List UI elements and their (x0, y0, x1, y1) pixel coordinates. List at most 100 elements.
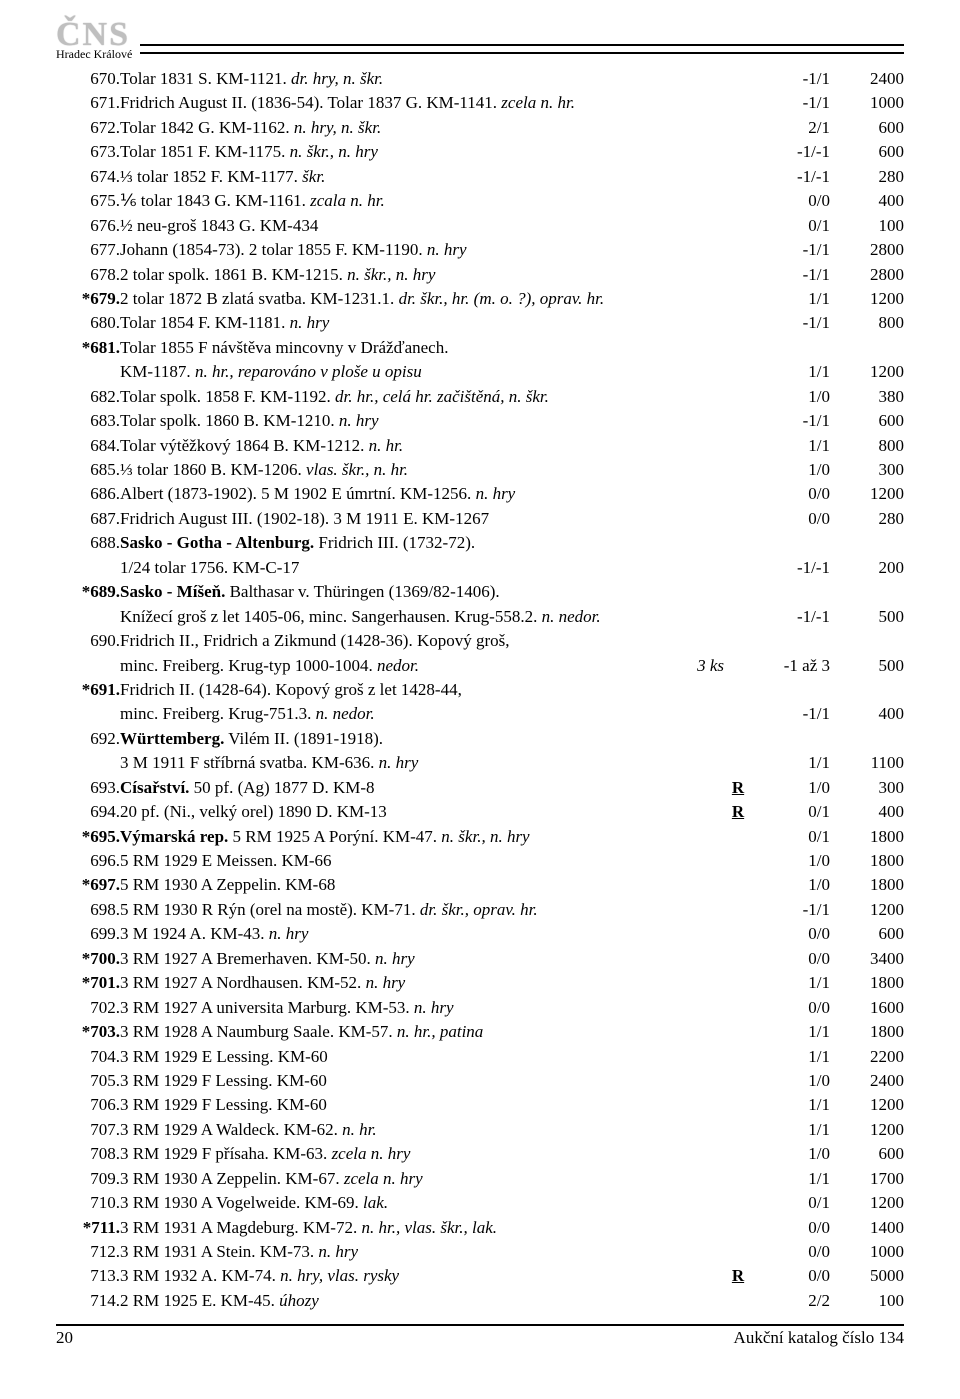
lot-price: 100 (830, 215, 904, 239)
lot-number: *703. (56, 1021, 120, 1045)
lot-rarity (724, 312, 752, 336)
lot-row: *700.3 RM 1927 A Bremerhaven. KM-50. n. … (56, 948, 904, 972)
lot-number: 677. (56, 239, 120, 263)
lot-number: *689. (56, 581, 120, 605)
lot-qty (672, 557, 724, 581)
lot-rarity (724, 728, 752, 752)
lot-description: Tolar 1854 F. KM-1181. n. hry (120, 312, 672, 336)
lot-price: 1800 (830, 874, 904, 898)
lot-price: 3400 (830, 948, 904, 972)
lot-description: Výmarská rep. 5 RM 1925 A Porýní. KM-47.… (120, 826, 672, 850)
lot-number: 694. (56, 801, 120, 825)
lot-grade: 0/1 (752, 215, 830, 239)
lot-number: 686. (56, 483, 120, 507)
lot-grade: 1/1 (752, 361, 830, 385)
lot-row: 696.5 RM 1929 E Meissen. KM-661/01800 (56, 850, 904, 874)
lot-qty (672, 728, 724, 752)
lot-description: Württemberg. Vilém II. (1891-1918). (120, 728, 672, 752)
lot-grade: 1/1 (752, 288, 830, 312)
lot-rarity (724, 508, 752, 532)
lot-description: 3 RM 1929 E Lessing. KM-60 (120, 1046, 672, 1070)
lot-row-continuation: Knížecí groš z let 1405-06, minc. Sanger… (56, 606, 904, 630)
lot-number: 705. (56, 1070, 120, 1094)
lot-rarity: R (724, 1265, 752, 1289)
lot-row: 699.3 M 1924 A. KM-43. n. hry0/0600 (56, 923, 904, 947)
lot-number (56, 557, 120, 581)
lot-grade: 0/0 (752, 508, 830, 532)
lot-qty (672, 215, 724, 239)
lot-qty (672, 923, 724, 947)
lot-grade: 0/0 (752, 997, 830, 1021)
lot-rarity (724, 850, 752, 874)
lot-row: *691.Fridrich II. (1428-64). Kopový groš… (56, 679, 904, 703)
lot-row: 708.3 RM 1929 F přísaha. KM-63. zcela n.… (56, 1143, 904, 1167)
lot-description: Fridrich II., Fridrich a Zikmund (1428-3… (120, 630, 672, 654)
lot-rarity (724, 557, 752, 581)
lot-description: 3 RM 1927 A universita Marburg. KM-53. n… (120, 997, 672, 1021)
lot-grade: -1/1 (752, 264, 830, 288)
lot-rarity (724, 1119, 752, 1143)
lot-row: 674.⅓ tolar 1852 F. KM-1177. škr.-1/-128… (56, 166, 904, 190)
lot-number: *691. (56, 679, 120, 703)
lot-qty (672, 850, 724, 874)
lot-number: 696. (56, 850, 120, 874)
lot-rarity (724, 1094, 752, 1118)
brand-bar: ČNS Hradec Králové (56, 18, 904, 60)
lot-rarity (724, 264, 752, 288)
lot-row: *681.Tolar 1855 F návštěva mincovny v Dr… (56, 337, 904, 361)
lot-description: ½ neu-groš 1843 G. KM-434 (120, 215, 672, 239)
lot-price: 2800 (830, 239, 904, 263)
lot-price: 600 (830, 1143, 904, 1167)
lot-rarity (724, 239, 752, 263)
lot-price: 1200 (830, 1119, 904, 1143)
lot-price: 1800 (830, 850, 904, 874)
lot-row: 705.3 RM 1929 F Lessing. KM-601/02400 (56, 1070, 904, 1094)
lot-row: *711.3 RM 1931 A Magdeburg. KM-72. n. hr… (56, 1217, 904, 1241)
lot-number: 707. (56, 1119, 120, 1143)
lot-description: ⅓ tolar 1860 B. KM-1206. vlas. škr., n. … (120, 459, 672, 483)
lot-price: 2200 (830, 1046, 904, 1070)
lot-rarity (724, 948, 752, 972)
lot-row-continuation: 3 M 1911 F stříbrná svatba. KM-636. n. h… (56, 752, 904, 776)
lot-price: 400 (830, 703, 904, 727)
lot-qty (672, 826, 724, 850)
lot-row: 686.Albert (1873-1902). 5 M 1902 E úmrtn… (56, 483, 904, 507)
lot-rarity (724, 386, 752, 410)
lot-description: 3 RM 1927 A Bremerhaven. KM-50. n. hry (120, 948, 672, 972)
lot-row-continuation: minc. Freiberg. Krug-typ 1000-1004. nedo… (56, 655, 904, 679)
lot-rarity (724, 923, 752, 947)
lot-rarity (724, 1021, 752, 1045)
lot-qty (672, 1192, 724, 1216)
lot-number: *711. (56, 1217, 120, 1241)
lot-grade: 0/0 (752, 923, 830, 947)
lot-qty (672, 532, 724, 556)
lot-qty (672, 874, 724, 898)
lot-description: 2 tolar spolk. 1861 B. KM-1215. n. škr.,… (120, 264, 672, 288)
lot-price: 600 (830, 923, 904, 947)
lot-grade: 1/1 (752, 1094, 830, 1118)
lot-number: 692. (56, 728, 120, 752)
lot-price: 1100 (830, 752, 904, 776)
lot-qty (672, 190, 724, 214)
lot-grade: 1/0 (752, 850, 830, 874)
lot-row: 692.Württemberg. Vilém II. (1891-1918). (56, 728, 904, 752)
lot-row: *679.2 tolar 1872 B zlatá svatba. KM-123… (56, 288, 904, 312)
lot-number: *697. (56, 874, 120, 898)
page-number: 20 (56, 1328, 73, 1348)
lot-row: 680.Tolar 1854 F. KM-1181. n. hry-1/1800 (56, 312, 904, 336)
lot-rarity: R (724, 777, 752, 801)
lot-rarity (724, 190, 752, 214)
lot-qty (672, 508, 724, 532)
lot-description: 3 RM 1931 A Magdeburg. KM-72. n. hr., vl… (120, 1217, 672, 1241)
lot-qty (672, 92, 724, 116)
lot-rarity (724, 483, 752, 507)
lot-grade (752, 581, 830, 605)
lot-rarity (724, 117, 752, 141)
lot-price: 600 (830, 141, 904, 165)
lot-grade: 1/0 (752, 1143, 830, 1167)
lot-number: 684. (56, 435, 120, 459)
lot-description: 3 M 1924 A. KM-43. n. hry (120, 923, 672, 947)
lot-row: *689.Sasko - Míšeň. Balthasar v. Thüring… (56, 581, 904, 605)
lot-description: 3 RM 1929 A Waldeck. KM-62. n. hr. (120, 1119, 672, 1143)
lot-qty (672, 1217, 724, 1241)
